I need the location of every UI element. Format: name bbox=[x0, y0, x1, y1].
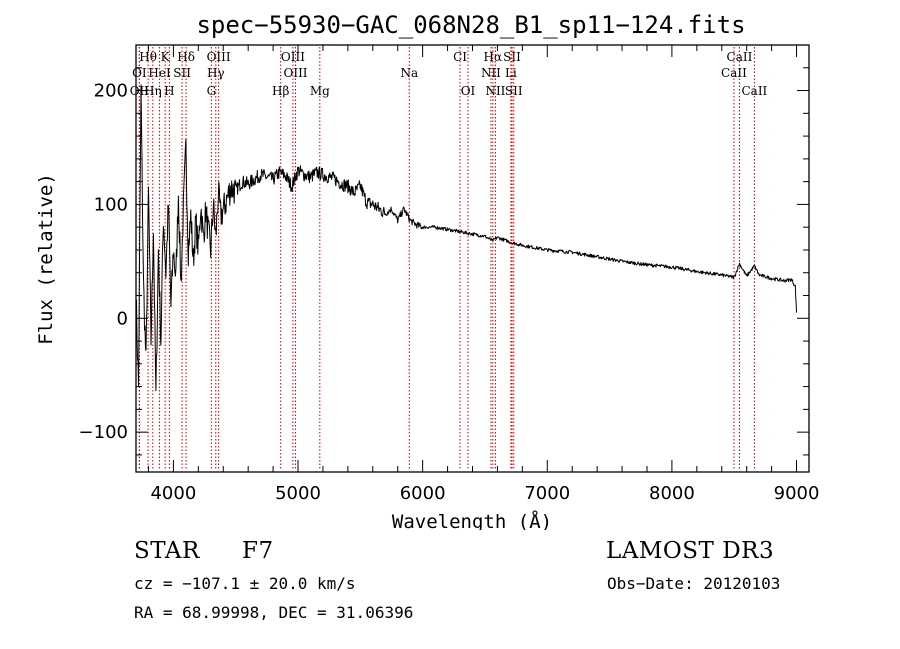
line-marker-label: CaII bbox=[741, 84, 767, 98]
line-marker-label: Hα bbox=[484, 50, 503, 64]
x-tick-label: 7000 bbox=[524, 483, 570, 504]
line-marker-label: HeI bbox=[148, 66, 171, 80]
object-subclass: F7 bbox=[242, 538, 274, 564]
line-marker-label: SII bbox=[505, 84, 523, 98]
line-marker-label: SII bbox=[173, 66, 191, 80]
series-line-flux bbox=[135, 84, 797, 392]
obs-date-text: Obs−Date: 20120103 bbox=[607, 574, 781, 593]
line-marker-label: H bbox=[164, 84, 174, 98]
x-tick-label: 4000 bbox=[150, 483, 196, 504]
y-axis-label: Flux (relative) bbox=[35, 173, 57, 345]
y-tick-label: 100 bbox=[94, 194, 128, 215]
object-class: STAR bbox=[134, 538, 200, 564]
line-marker-label: SII bbox=[503, 50, 521, 64]
line-marker-label: OI bbox=[461, 84, 476, 98]
velocity-text: cz = −107.1 ± 20.0 km/s bbox=[134, 574, 356, 593]
chart-title: spec−55930−GAC_068N28_B1_sp11−124.fits bbox=[196, 11, 745, 39]
y-tick-label: 0 bbox=[117, 308, 128, 329]
line-marker-label: Hη bbox=[144, 84, 162, 98]
x-tick-label: 9000 bbox=[774, 483, 820, 504]
line-marker-label: OIII bbox=[281, 50, 305, 64]
line-marker-label: Hθ bbox=[139, 50, 157, 64]
x-tick-label: 5000 bbox=[275, 483, 321, 504]
x-tick-label: 8000 bbox=[649, 483, 695, 504]
survey-name: LAMOST DR3 bbox=[606, 538, 775, 564]
y-tick-label: 200 bbox=[94, 81, 128, 102]
line-marker-label: Hγ bbox=[207, 66, 225, 80]
plot-frame bbox=[135, 44, 810, 473]
x-tick-label: 6000 bbox=[400, 483, 446, 504]
line-marker-label: Li bbox=[505, 66, 517, 80]
line-marker-label: Mg bbox=[310, 84, 330, 98]
series-layer bbox=[135, 84, 797, 392]
line-marker-label: NII bbox=[481, 66, 501, 80]
line-marker-label: K bbox=[161, 50, 171, 64]
line-marker-label: NII bbox=[485, 84, 505, 98]
line-marker-label: OIII bbox=[207, 50, 231, 64]
axes-layer: 4000 5000 6000 7000 8000 9000 −100 0 100 200 bbox=[79, 45, 820, 504]
line-marker-label: CI bbox=[453, 50, 467, 64]
spectrum-chart: spec−55930−GAC_068N28_B1_sp11−124.fits H… bbox=[35, 11, 820, 530]
line-marker-label: CaII bbox=[727, 50, 753, 64]
line-marker-label: OIII bbox=[283, 66, 307, 80]
line-marker-label: CaII bbox=[721, 66, 747, 80]
coordinates-text: RA = 68.99998, DEC = 31.06396 bbox=[134, 603, 414, 622]
line-marker-label: Hδ bbox=[177, 50, 195, 64]
line-marker-label: G bbox=[207, 84, 217, 98]
line-marker-label: Na bbox=[400, 66, 418, 80]
x-axis-label: Wavelength (Å) bbox=[392, 510, 552, 530]
y-tick-label: −100 bbox=[79, 422, 128, 443]
line-marker-label: Hβ bbox=[272, 84, 289, 98]
